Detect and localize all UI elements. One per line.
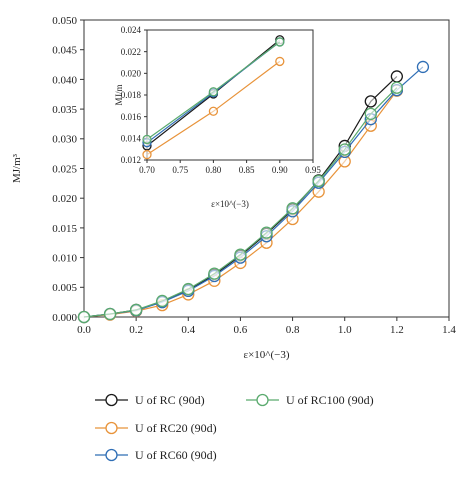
inset-series-group bbox=[142, 56, 285, 160]
legend-swatch-marker bbox=[105, 421, 118, 435]
main-y-axis-label: MJ/m³ bbox=[11, 153, 23, 183]
inset-data-point bbox=[208, 87, 219, 97]
main-y-tick-label: 0.050 bbox=[52, 15, 77, 27]
main-y-tick-label: 0.000 bbox=[52, 312, 77, 324]
main-series-group bbox=[77, 81, 404, 324]
legend-swatch-marker bbox=[105, 448, 118, 462]
inset-x-tick-label: 0.90 bbox=[272, 165, 288, 175]
inset-data-point bbox=[208, 106, 219, 116]
legend-entry-label: U of RC60 (90d) bbox=[135, 448, 217, 462]
legend-swatch-marker bbox=[105, 393, 118, 407]
main-data-point bbox=[77, 310, 91, 324]
legend-entry-label: U of RC (90d) bbox=[135, 393, 205, 407]
main-x-tick-label: 0.0 bbox=[77, 324, 91, 336]
inset-x-tick-label: 0.80 bbox=[206, 165, 222, 175]
main-y-tick-label: 0.020 bbox=[52, 193, 77, 205]
main-data-point bbox=[364, 95, 377, 108]
main-data-point bbox=[390, 81, 404, 94]
inset-x-tick-label: 0.75 bbox=[172, 165, 188, 175]
main-x-tick-label: 1.2 bbox=[390, 324, 404, 336]
main-data-point bbox=[103, 307, 117, 321]
main-y-tick-label: 0.045 bbox=[52, 45, 77, 57]
main-y-tick-label: 0.005 bbox=[52, 282, 77, 294]
main-y-tick-label: 0.040 bbox=[52, 74, 77, 86]
main-data-point bbox=[286, 202, 299, 215]
inset-y-tick-label: 0.020 bbox=[121, 68, 142, 78]
inset-y-axis-label: MJ/m bbox=[114, 84, 124, 105]
inset-y-tick-label: 0.018 bbox=[121, 90, 142, 100]
inset-y-tick-label: 0.024 bbox=[121, 25, 142, 35]
inset-x-tick-label: 0.85 bbox=[239, 165, 255, 175]
main-data-point bbox=[364, 107, 377, 121]
inset-x-tick-label: 0.95 bbox=[305, 165, 321, 175]
main-x-tick-label: 0.6 bbox=[234, 324, 248, 336]
main-y-tick-label: 0.025 bbox=[52, 163, 77, 175]
inset-x-tick-label: 0.70 bbox=[139, 165, 155, 175]
legend-entry-label: U of RC100 (90d) bbox=[286, 393, 374, 407]
inset-data-point bbox=[275, 56, 285, 67]
main-x-tick-label: 0.4 bbox=[181, 324, 195, 336]
main-x-tick-label: 1.4 bbox=[442, 324, 456, 336]
inset-y-tick-label: 0.016 bbox=[121, 112, 142, 122]
main-data-point bbox=[156, 294, 169, 308]
main-data-point bbox=[182, 282, 195, 296]
main-y-tick-label: 0.010 bbox=[52, 252, 77, 264]
main-data-point bbox=[390, 70, 404, 83]
inset-plot: 0.70 0.75 0.80 0.85 0.90 0.95 0.012 0.014 0.016 0… bbox=[114, 25, 321, 209]
inset-data-point bbox=[142, 149, 152, 160]
inset-plot-frame bbox=[146, 29, 314, 161]
main-y-tick-label: 0.035 bbox=[52, 104, 77, 116]
main-y-tick-label: 0.015 bbox=[52, 223, 77, 235]
legend-swatch-marker bbox=[256, 393, 269, 407]
main-data-point bbox=[312, 174, 325, 188]
main-x-tick-label: 0.2 bbox=[129, 324, 143, 336]
main-data-point bbox=[129, 303, 143, 317]
inset-x-axis-label: ε×10^(−3) bbox=[211, 199, 249, 209]
inset-y-tick-label: 0.014 bbox=[121, 133, 142, 143]
main-data-point bbox=[260, 226, 273, 239]
main-x-tick-label: 0.8 bbox=[286, 324, 300, 336]
main-data-point bbox=[338, 143, 351, 156]
main-x-tick-label: 1.0 bbox=[338, 324, 352, 336]
inset-data-point bbox=[142, 134, 152, 145]
main-data-point bbox=[208, 267, 221, 280]
inset-data-point bbox=[275, 37, 285, 47]
main-data-point bbox=[234, 248, 247, 261]
main-x-axis-label: ε×10^(−3) bbox=[243, 349, 289, 361]
legend: U of RC (90d) U of RC100 (90d) U of RC20 (… bbox=[95, 393, 374, 462]
legend-entry-label: U of RC20 (90d) bbox=[135, 421, 217, 435]
inset-y-tick-label: 0.022 bbox=[121, 47, 141, 57]
main-data-point bbox=[416, 60, 430, 74]
inset-y-tick-label: 0.012 bbox=[121, 155, 141, 165]
main-y-tick-label: 0.030 bbox=[52, 134, 77, 146]
inset-series-group bbox=[142, 37, 285, 145]
